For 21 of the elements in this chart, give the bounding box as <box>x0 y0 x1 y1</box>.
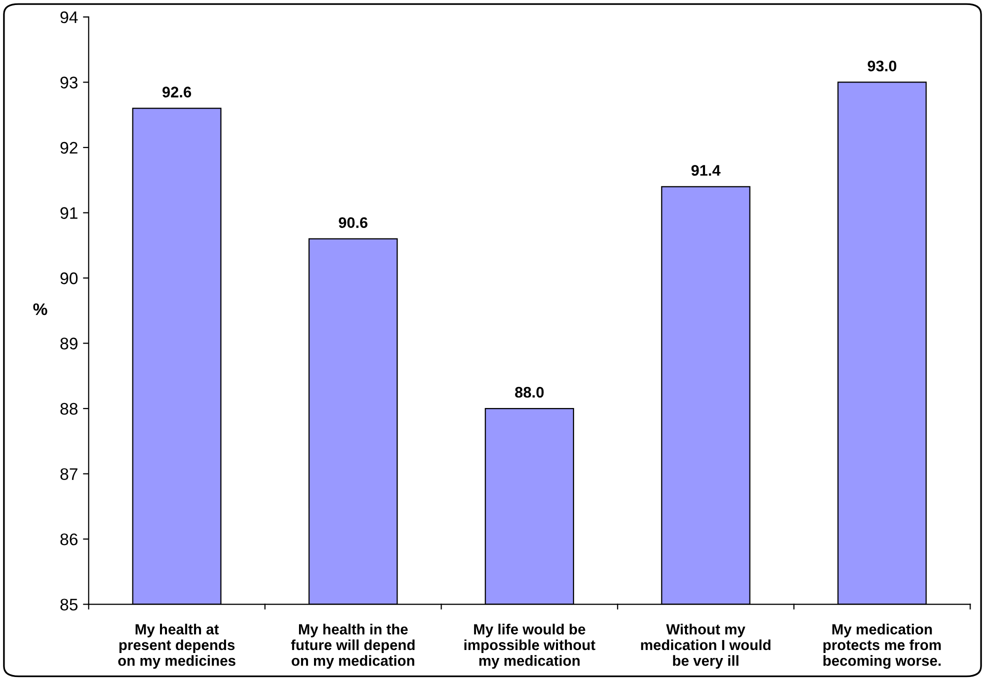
x-tick-label: My health in the future will depend on my medication <box>290 624 415 669</box>
data-label: 90.6 <box>338 217 368 228</box>
data-label: 92.6 <box>162 86 192 98</box>
y-tick-label: 86 <box>60 533 78 546</box>
y-axis-title: % <box>33 303 48 316</box>
y-tick-label: 87 <box>60 468 78 480</box>
x-tick-label: My medication protects me from becoming worse. <box>823 624 941 669</box>
data-label: 91.4 <box>691 164 721 176</box>
y-tick-label: 88 <box>60 402 78 415</box>
y-tick-label: 93 <box>60 76 78 88</box>
y-tick-label: 90 <box>60 272 78 284</box>
data-label: 93.0 <box>868 60 896 72</box>
x-tick-label: My life would be impossible without my medication <box>464 624 596 669</box>
y-tick-label: 94 <box>60 11 78 24</box>
y-tick-label: 91 <box>60 207 78 219</box>
x-tick-label: My health at present depends on my medicines <box>118 624 236 669</box>
x-tick-label: Without my medication I would be very ill <box>641 624 770 669</box>
y-tick-label: 85 <box>60 598 78 611</box>
y-tick-label: 89 <box>60 338 78 350</box>
data-label: 88.0 <box>515 386 544 398</box>
y-tick-label: 92 <box>60 142 78 154</box>
